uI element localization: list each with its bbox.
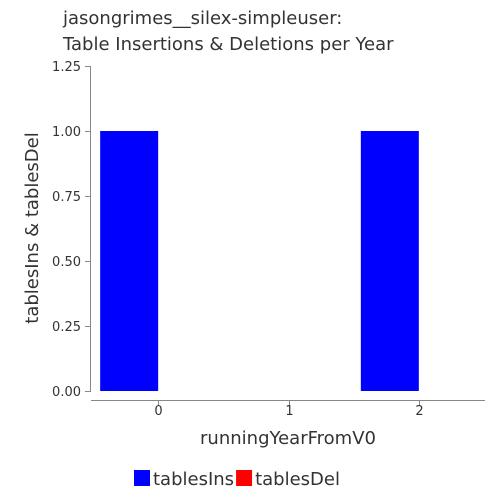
chart-title-line-2: Table Insertions & Deletions per Year [62, 34, 394, 55]
plot-area [100, 131, 419, 391]
y-axis-label: tablesIns & tablesDel [22, 132, 43, 323]
legend-label-tablesIns: tablesIns [153, 469, 234, 490]
y-tick-label-0.75: 0.75 [52, 190, 81, 205]
y-tick-label-1.25: 1.25 [52, 60, 81, 75]
x-tick-label-2: 2 [415, 404, 423, 419]
bar-tablesIns-2 [360, 131, 419, 391]
legend-label-tablesDel: tablesDel [255, 469, 340, 490]
x-tick-label-1: 1 [285, 404, 293, 419]
x-tick-label-0: 0 [154, 404, 162, 419]
legend-swatch-tablesDel [236, 470, 253, 486]
chart-title-line-1: jasongrimes__silex-simpleuser: [62, 8, 342, 29]
y-tick-label-0.00: 0.00 [52, 385, 81, 400]
x-axis-label: runningYearFromV0 [200, 428, 376, 449]
y-tick-label-0.50: 0.50 [52, 255, 81, 270]
bar-tablesIns-0 [100, 131, 159, 391]
legend: tablesIns tablesDel [134, 469, 340, 490]
y-tick-label-0.25: 0.25 [52, 320, 81, 335]
y-tick-label-1.00: 1.00 [52, 125, 81, 140]
chart-title: jasongrimes__silex-simpleuser: Table Ins… [62, 8, 394, 55]
axes: 0.00 0.25 0.50 0.75 1.00 1.25 0 1 2 [52, 60, 485, 419]
legend-swatch-tablesIns [134, 470, 150, 486]
